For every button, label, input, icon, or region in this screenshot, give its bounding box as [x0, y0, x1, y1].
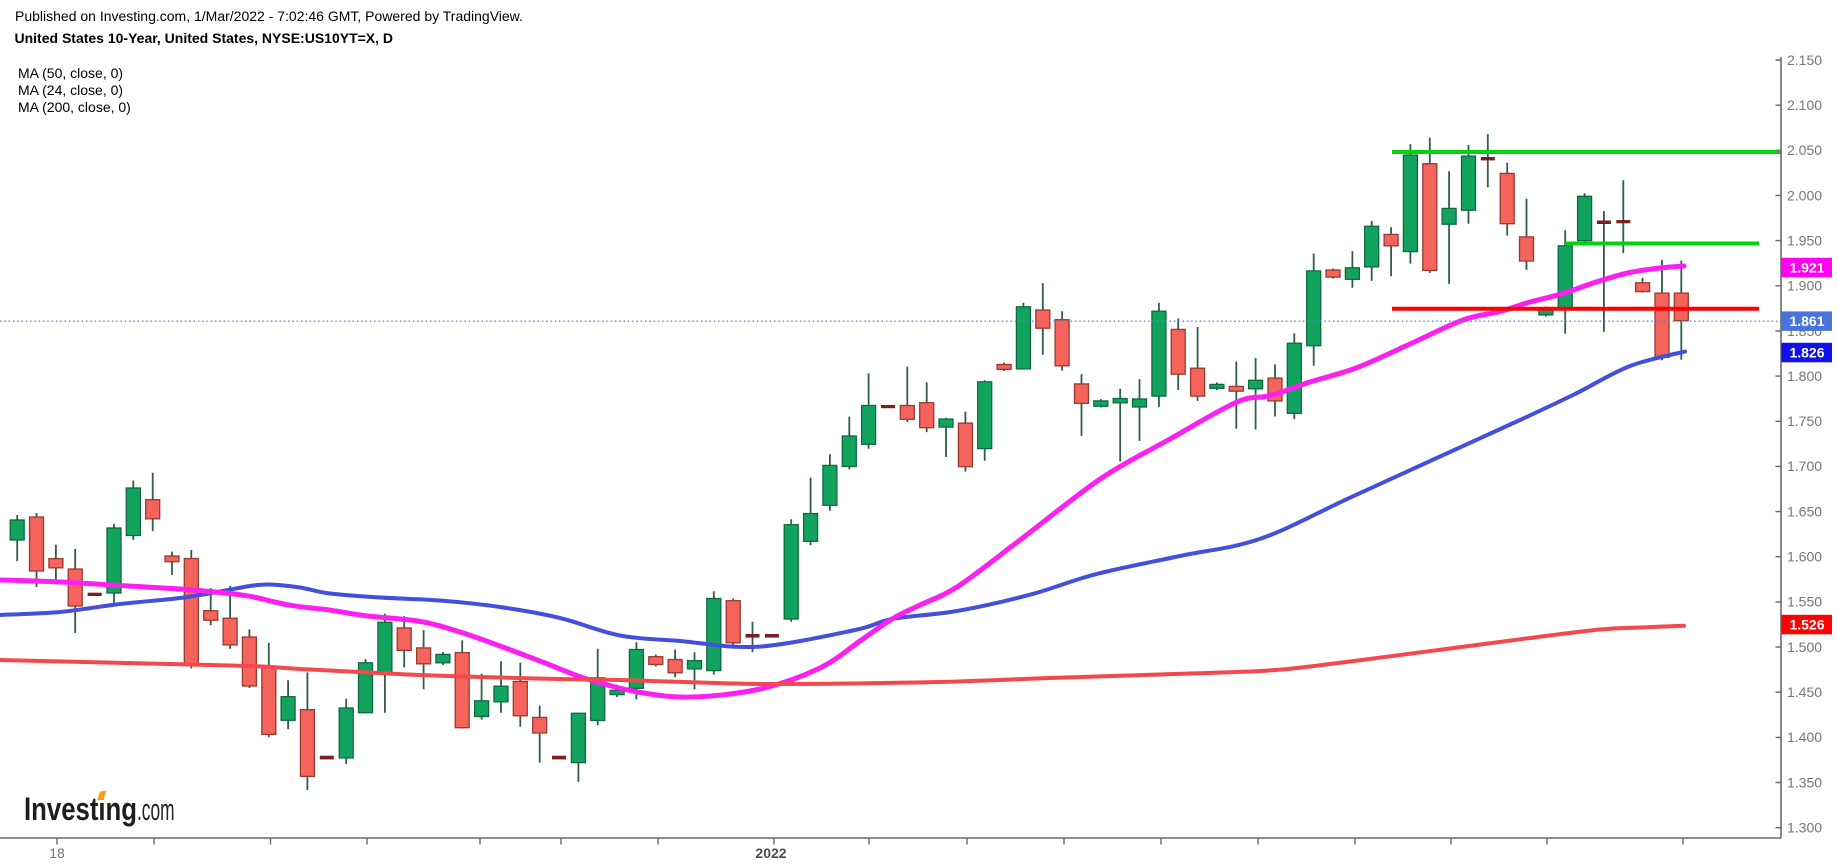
- svg-text:1.500: 1.500: [1787, 639, 1822, 655]
- svg-text:2.050: 2.050: [1787, 142, 1822, 158]
- svg-text:1.300: 1.300: [1787, 820, 1822, 836]
- svg-text:1.800: 1.800: [1787, 368, 1822, 384]
- svg-text:1.750: 1.750: [1787, 413, 1822, 429]
- svg-text:1.450: 1.450: [1787, 684, 1822, 700]
- svg-text:1.650: 1.650: [1787, 503, 1822, 519]
- svg-text:MA (200, close, 0): MA (200, close, 0): [18, 99, 131, 115]
- svg-text:1.826: 1.826: [1789, 344, 1824, 360]
- svg-text:Investing: Investing: [24, 791, 137, 827]
- svg-text:2.000: 2.000: [1787, 187, 1822, 203]
- svg-text:1.950: 1.950: [1787, 232, 1822, 248]
- svg-text:1.600: 1.600: [1787, 549, 1822, 565]
- svg-text:1.400: 1.400: [1787, 729, 1822, 745]
- svg-text:MA (50, close, 0): MA (50, close, 0): [18, 65, 123, 81]
- svg-text:1.861: 1.861: [1789, 313, 1824, 329]
- svg-text:.com: .com: [137, 792, 175, 827]
- svg-text:2022: 2022: [755, 845, 786, 861]
- svg-text:2.150: 2.150: [1787, 52, 1822, 68]
- svg-text:18: 18: [49, 845, 65, 861]
- svg-text:1.350: 1.350: [1787, 774, 1822, 790]
- svg-text:2.100: 2.100: [1787, 97, 1822, 113]
- svg-text:1.921: 1.921: [1789, 259, 1824, 275]
- svg-text:United States 10-Year, United: United States 10-Year, United States, NY…: [15, 30, 394, 46]
- svg-text:1.900: 1.900: [1787, 278, 1822, 294]
- svg-text:Published on Investing.com, 1/: Published on Investing.com, 1/Mar/2022 -…: [15, 8, 523, 24]
- svg-text:1.526: 1.526: [1789, 616, 1824, 632]
- svg-text:MA (24, close, 0): MA (24, close, 0): [18, 82, 123, 98]
- svg-text:1.550: 1.550: [1787, 594, 1822, 610]
- svg-text:1.700: 1.700: [1787, 458, 1822, 474]
